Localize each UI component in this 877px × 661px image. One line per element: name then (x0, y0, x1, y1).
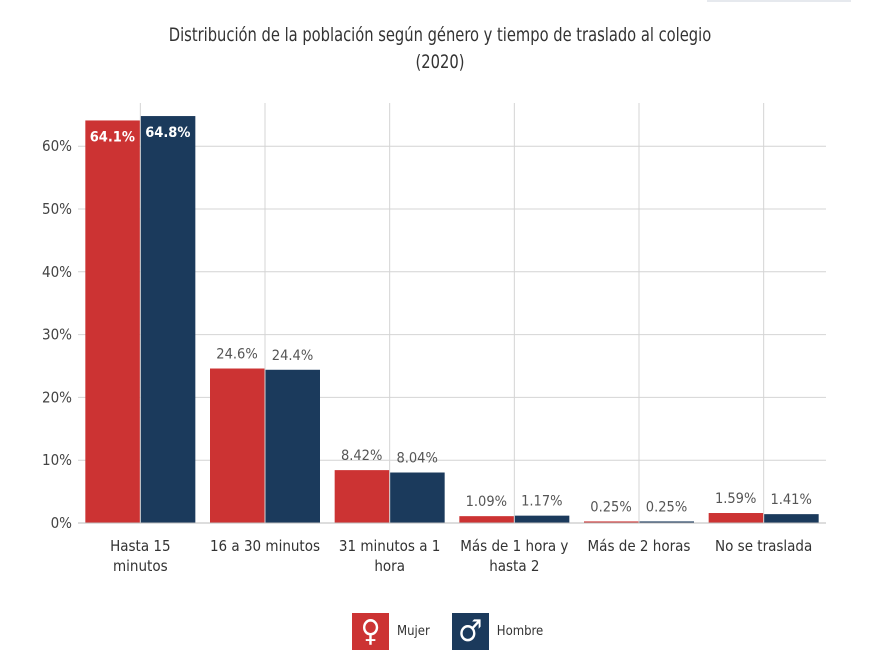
data-label: 8.42% (341, 448, 382, 464)
bar-mujer (708, 513, 764, 523)
data-label: 1.09% (466, 494, 507, 510)
data-label: 1.59% (715, 491, 756, 507)
data-label: 64.1% (90, 129, 135, 145)
bar-hombre (764, 514, 819, 523)
top-bar (707, 0, 851, 2)
y-tick-label: 30% (42, 326, 72, 344)
legend-label: Hombre (496, 624, 544, 639)
data-label: 0.25% (590, 499, 631, 515)
chart-title: Distribución de la población según géner… (113, 22, 767, 76)
subtitle-text: (2020) (415, 51, 465, 73)
bar-mujer (334, 470, 390, 523)
x-tick-label: minutos (113, 557, 168, 575)
legend-item-mujer[interactable]: ♀ Mujer (352, 613, 430, 650)
bar-hombre (639, 521, 694, 523)
legend-item-hombre[interactable]: ♂ Hombre (451, 613, 544, 650)
bar-mujer (210, 368, 265, 523)
legend: ♀ Mujer ♂ Hombre (352, 613, 565, 650)
female-symbol-icon: ♀ (352, 613, 389, 650)
y-tick-label: 0% (51, 514, 73, 532)
data-label: 24.6% (216, 347, 257, 363)
x-tick-label: Hasta 15 (110, 537, 170, 555)
title-text: Distribución de la población según géner… (168, 24, 712, 46)
bar-hombre (390, 472, 445, 523)
y-tick-label: 60% (42, 137, 72, 155)
bar-mujer (584, 521, 639, 523)
y-tick-label: 10% (42, 451, 72, 469)
y-tick-label: 50% (42, 200, 72, 218)
data-label: 1.17% (521, 494, 562, 510)
bar-mujer (459, 516, 514, 523)
y-tick-label: 40% (42, 263, 72, 281)
bar-hombre (514, 515, 570, 523)
x-tick-label: 31 minutos a 1 (339, 537, 440, 555)
x-tick-label: No se traslada (715, 537, 812, 555)
data-label: 1.41% (770, 492, 811, 508)
data-label: 0.25% (646, 499, 687, 515)
data-label: 24.4% (272, 348, 313, 364)
x-tick-label: hasta 2 (489, 557, 539, 575)
data-label: 8.04% (396, 451, 437, 467)
x-tick-label: 16 a 30 minutos (210, 537, 320, 555)
male-symbol-icon: ♂ (451, 613, 489, 650)
x-tick-label: hora (374, 557, 405, 575)
x-tick-label: Más de 1 hora y (460, 537, 568, 555)
data-label: 64.8% (145, 125, 190, 141)
bar-hombre (140, 116, 196, 523)
legend-label: Mujer (397, 624, 430, 639)
y-tick-label: 20% (42, 388, 72, 406)
x-tick-label: Más de 2 horas (588, 537, 691, 555)
bar-mujer (85, 120, 140, 524)
bar-hombre (265, 369, 320, 523)
